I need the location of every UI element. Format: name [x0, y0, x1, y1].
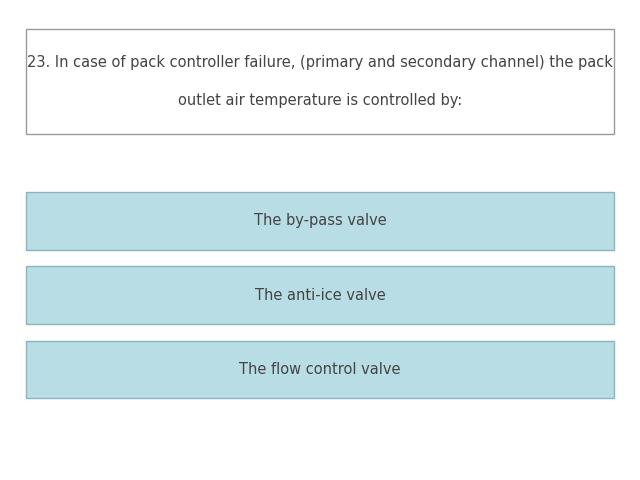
FancyBboxPatch shape [26, 341, 614, 398]
Text: 23. In case of pack controller failure, (primary and secondary channel) the pack: 23. In case of pack controller failure, … [27, 55, 613, 70]
Text: outlet air temperature is controlled by:: outlet air temperature is controlled by: [178, 93, 462, 108]
Text: The anti-ice valve: The anti-ice valve [255, 288, 385, 303]
FancyBboxPatch shape [26, 266, 614, 324]
FancyBboxPatch shape [26, 29, 614, 134]
Text: The by-pass valve: The by-pass valve [253, 213, 387, 228]
FancyBboxPatch shape [26, 192, 614, 250]
Text: The flow control valve: The flow control valve [239, 362, 401, 377]
